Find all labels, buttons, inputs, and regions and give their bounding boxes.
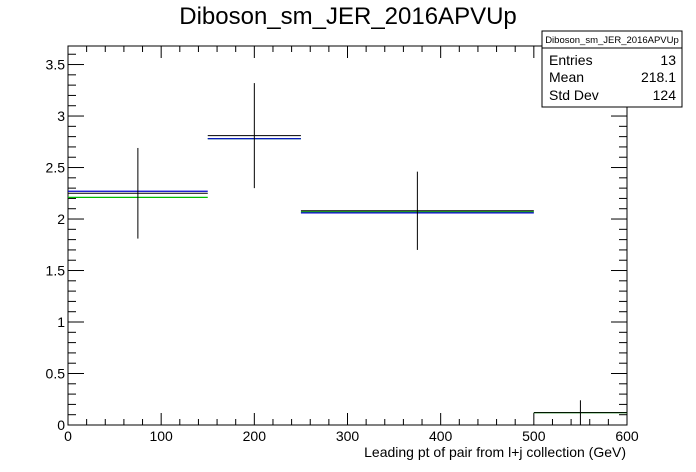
stats-mean-label: Mean bbox=[549, 69, 584, 85]
x-axis-label: Leading pt of pair from l+j collection (… bbox=[364, 444, 626, 460]
stats-entries-value: 13 bbox=[660, 52, 676, 68]
x-tick-label: 400 bbox=[429, 428, 453, 444]
x-tick-label: 500 bbox=[522, 428, 546, 444]
stats-stddev-label: Std Dev bbox=[549, 87, 599, 103]
x-tick-label: 300 bbox=[336, 428, 360, 444]
x-axis: 0 100 200 300 400 500 600 bbox=[64, 46, 639, 444]
y-tick-label: 2 bbox=[57, 211, 65, 227]
y-tick-label: 2.5 bbox=[46, 160, 66, 176]
stats-box-title: Diboson_sm_JER_2016APVUp bbox=[545, 35, 679, 46]
y-tick-label: 0.5 bbox=[46, 366, 66, 382]
x-tick-label: 200 bbox=[243, 428, 267, 444]
x-tick-label: 600 bbox=[615, 428, 639, 444]
y-tick-label: 0 bbox=[57, 417, 65, 433]
x-tick-label: 100 bbox=[149, 428, 173, 444]
series-layer bbox=[68, 83, 627, 425]
stats-entries-label: Entries bbox=[549, 52, 593, 68]
stats-box: Diboson_sm_JER_2016APVUp Entries 13 Mean… bbox=[541, 30, 683, 108]
y-axis: 0 0.5 1 1.5 2 2.5 3 3.5 bbox=[46, 53, 627, 433]
y-tick-label: 1 bbox=[57, 314, 65, 330]
y-tick-label: 3 bbox=[57, 108, 65, 124]
x-tick-label: 0 bbox=[64, 428, 72, 444]
stats-stddev-value: 124 bbox=[653, 87, 677, 103]
stats-box-frame bbox=[541, 30, 683, 108]
chart-title: Diboson_sm_JER_2016APVUp bbox=[179, 3, 517, 30]
y-tick-label: 1.5 bbox=[46, 263, 66, 279]
stats-mean-value: 218.1 bbox=[641, 69, 676, 85]
y-tick-label: 3.5 bbox=[46, 57, 66, 73]
